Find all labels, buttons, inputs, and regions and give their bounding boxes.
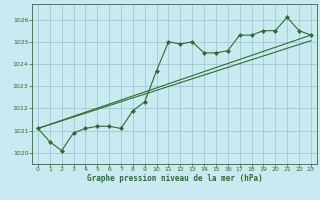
X-axis label: Graphe pression niveau de la mer (hPa): Graphe pression niveau de la mer (hPa) [86, 174, 262, 183]
